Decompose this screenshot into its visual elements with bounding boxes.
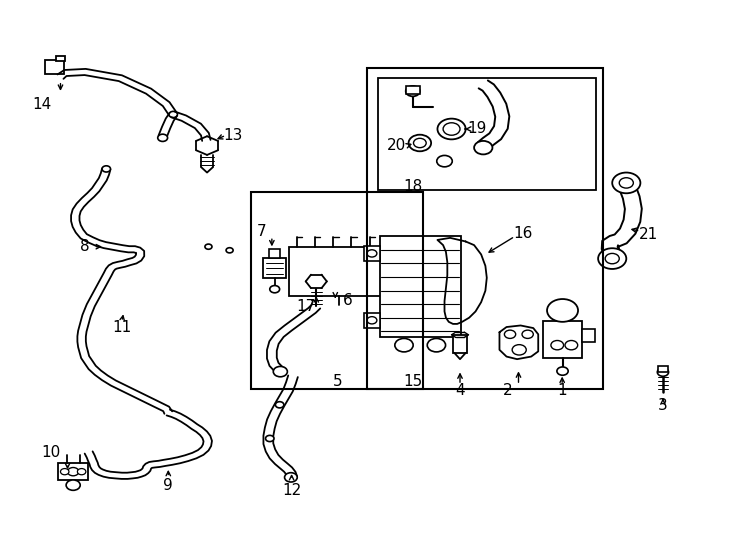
Circle shape (437, 119, 465, 139)
Text: 6: 6 (342, 293, 352, 308)
Bar (453, 335, 467, 353)
Text: 16: 16 (514, 226, 533, 241)
Text: 17: 17 (296, 299, 316, 314)
Text: 19: 19 (468, 122, 487, 137)
Circle shape (60, 469, 69, 475)
Text: 5: 5 (333, 374, 342, 389)
Circle shape (557, 367, 568, 375)
Text: 18: 18 (403, 179, 423, 193)
Text: 12: 12 (282, 483, 301, 498)
Bar (367, 68, 603, 389)
Text: 2: 2 (503, 383, 513, 398)
Text: 9: 9 (164, 478, 173, 492)
Text: 13: 13 (223, 128, 243, 143)
Circle shape (598, 248, 626, 269)
Circle shape (205, 244, 212, 249)
Bar (289, 247, 388, 296)
Bar (269, 249, 280, 258)
Circle shape (443, 123, 460, 135)
Circle shape (512, 345, 526, 355)
Text: 7: 7 (256, 224, 266, 239)
Circle shape (565, 341, 578, 350)
Text: 8: 8 (80, 239, 90, 254)
Text: 3: 3 (658, 399, 668, 413)
Circle shape (68, 468, 79, 476)
Text: 1: 1 (557, 383, 567, 398)
Circle shape (504, 330, 516, 339)
Bar (56, 56, 65, 61)
Circle shape (612, 173, 640, 193)
Circle shape (522, 330, 534, 339)
Circle shape (367, 250, 377, 257)
Text: 11: 11 (112, 320, 131, 334)
Bar (264, 258, 286, 278)
Circle shape (395, 339, 413, 352)
Circle shape (270, 286, 280, 293)
Circle shape (547, 299, 578, 322)
Circle shape (383, 270, 400, 282)
Circle shape (551, 341, 564, 350)
Text: 10: 10 (42, 445, 61, 460)
Circle shape (273, 367, 288, 377)
Circle shape (158, 134, 167, 141)
Circle shape (66, 480, 80, 490)
Bar (364, 313, 379, 328)
Text: 20: 20 (387, 138, 406, 153)
Circle shape (169, 111, 178, 118)
Bar (406, 86, 420, 94)
Bar (582, 328, 595, 341)
Bar (658, 366, 668, 372)
Bar (59, 463, 88, 480)
Circle shape (605, 253, 619, 264)
Circle shape (658, 368, 669, 376)
Circle shape (367, 316, 377, 324)
Bar (251, 192, 424, 389)
Bar (379, 237, 461, 338)
Circle shape (409, 134, 431, 151)
Circle shape (275, 402, 284, 408)
Circle shape (619, 178, 633, 188)
Bar (377, 78, 596, 190)
Circle shape (285, 472, 297, 482)
Text: 21: 21 (639, 227, 658, 242)
Circle shape (427, 339, 446, 352)
Circle shape (266, 435, 274, 442)
Bar (45, 60, 64, 73)
Circle shape (413, 138, 426, 147)
Text: 14: 14 (32, 97, 51, 112)
Bar (543, 321, 582, 358)
Circle shape (77, 469, 86, 475)
Text: 4: 4 (455, 383, 465, 398)
Circle shape (406, 86, 420, 96)
Text: 15: 15 (403, 374, 423, 389)
Circle shape (102, 166, 111, 172)
Circle shape (226, 248, 233, 253)
Bar (364, 246, 379, 261)
Circle shape (474, 141, 493, 154)
Circle shape (437, 156, 452, 167)
